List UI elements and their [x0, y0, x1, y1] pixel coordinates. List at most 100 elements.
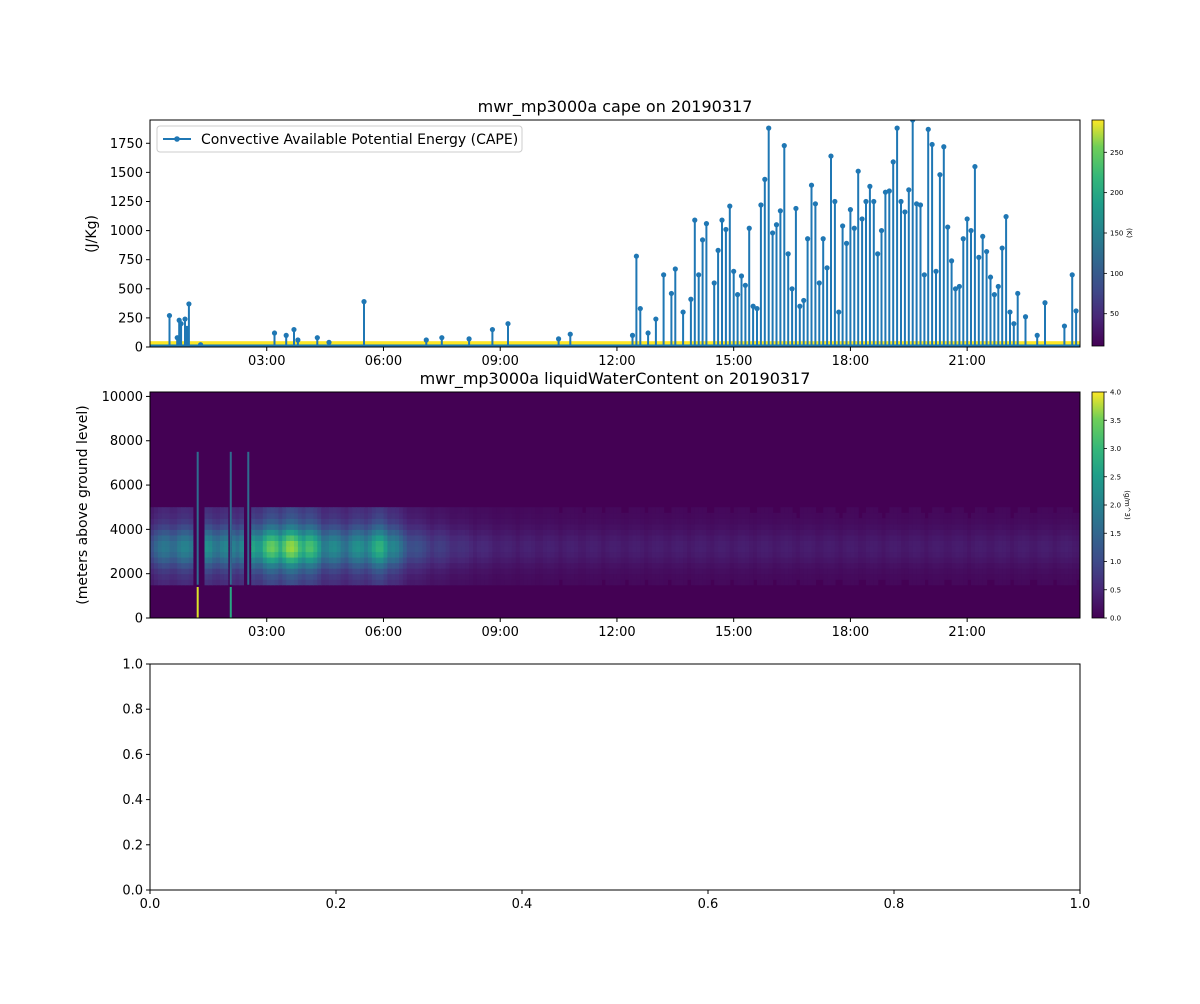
- lwc-cell: [402, 512, 408, 519]
- lwc-cell: [889, 551, 894, 558]
- lwc-cell: [270, 557, 276, 564]
- lwc-cell: [854, 518, 859, 525]
- lwc-cell: [535, 568, 540, 575]
- lwc-cell: [616, 529, 622, 536]
- lwc-cell: [827, 573, 832, 580]
- lwc-cell: [601, 512, 606, 519]
- lwc-cell: [834, 557, 840, 564]
- lwc-cell: [286, 579, 291, 586]
- lwc-cell: [784, 534, 789, 541]
- lwc-cell: [445, 523, 451, 530]
- lwc-cell: [951, 568, 957, 575]
- lwc-cell: [581, 523, 587, 530]
- lwc-cell: [231, 568, 237, 575]
- lwc-cell: [508, 512, 513, 519]
- lwc-cell: [939, 534, 945, 541]
- lwc-cell: [1013, 579, 1019, 586]
- lwc-cell: [418, 546, 423, 553]
- lwc-cell: [901, 512, 906, 519]
- lwc-cell: [644, 534, 649, 541]
- cape-point: [182, 316, 188, 322]
- lwc-cell: [465, 579, 470, 586]
- lwc-cell: [803, 523, 809, 530]
- lwc-cell: [663, 523, 669, 530]
- lwc-cell: [1021, 523, 1027, 530]
- lwc-cell: [764, 579, 770, 586]
- lwc-cell: [737, 551, 743, 558]
- lwc-cell: [620, 540, 626, 547]
- lwc-cell: [698, 523, 704, 530]
- lwc-cell: [1013, 546, 1019, 553]
- lwc-cell: [441, 573, 447, 580]
- lwc-cell: [332, 540, 338, 547]
- lwc-cell: [511, 551, 517, 558]
- lwc-cell: [157, 529, 163, 536]
- lwc-x-axis: 03:00 06:00 09:00 12:00 15:00 18:00 21:00: [248, 618, 986, 640]
- lwc-cell: [574, 562, 579, 569]
- lwc-cell: [714, 579, 719, 586]
- lwc-cell: [706, 540, 711, 547]
- cape-point: [1073, 308, 1079, 314]
- lwc-cell: [332, 562, 338, 569]
- lwc-cell: [1033, 568, 1038, 575]
- lwc-cell: [648, 529, 653, 536]
- lwc-cell: [480, 562, 486, 569]
- lwc-cell: [1002, 568, 1007, 575]
- lwc-cell: [496, 557, 501, 564]
- lwc-cell: [367, 518, 373, 525]
- lwc-cell: [605, 573, 610, 580]
- lwc-cell: [729, 551, 735, 558]
- lwc-cell: [554, 568, 560, 575]
- lwc-cell: [947, 551, 953, 558]
- lwc-cell: [881, 562, 886, 569]
- lwc-cell: [928, 562, 933, 569]
- lwc-cell: [745, 562, 750, 569]
- lwc-cell: [375, 573, 381, 580]
- lwc-cell: [939, 540, 945, 547]
- lwc-cell: [317, 557, 322, 564]
- lwc-cell: [426, 518, 431, 525]
- lwc-cell: [959, 568, 964, 575]
- lwc-cell: [819, 540, 824, 547]
- lwc-cell: [1002, 518, 1007, 525]
- lwc-cell: [951, 512, 957, 519]
- lwc-cell: [601, 540, 606, 547]
- lwc-cell: [788, 579, 793, 586]
- lwc-cell: [418, 529, 423, 536]
- lwc-cell: [348, 534, 353, 541]
- lwc-cell: [974, 573, 980, 580]
- lwc-cell: [869, 551, 875, 558]
- lwc-cell: [173, 568, 178, 575]
- lwc-cell: [795, 573, 801, 580]
- lwc-cell: [204, 507, 209, 514]
- lwc-cell: [780, 562, 785, 569]
- lwc-cell: [632, 557, 637, 564]
- lwc-cell: [795, 551, 801, 558]
- lwc-cell: [932, 540, 937, 547]
- lwc-cell: [1056, 507, 1062, 514]
- lwc-cell: [282, 529, 287, 536]
- lwc-cell: [336, 557, 342, 564]
- lwc-cell: [1025, 534, 1030, 541]
- lwc-cell: [1037, 529, 1042, 536]
- lwc-cell: [1033, 529, 1038, 536]
- lwc-cell: [418, 562, 423, 569]
- lwc-cell: [153, 557, 159, 564]
- lwc-cell: [994, 557, 999, 564]
- lwc-cell: [216, 540, 221, 547]
- lwc-cell: [897, 529, 902, 536]
- lwc-cell: [391, 557, 396, 564]
- lwc-cell: [173, 534, 178, 541]
- lwc-cell: [290, 523, 295, 530]
- lwc-cell: [336, 546, 342, 553]
- lwc-cell: [823, 568, 828, 575]
- cape-point: [987, 274, 994, 280]
- lwc-cell: [239, 562, 244, 569]
- cape-colorbar-bar: [1091, 119, 1105, 347]
- lwc-cell: [749, 540, 754, 547]
- lwc-cell: [290, 568, 295, 575]
- lwc-cell: [831, 551, 836, 558]
- lwc-cell: [445, 512, 451, 519]
- lwc-cell: [1025, 546, 1030, 553]
- cape-point: [466, 336, 472, 342]
